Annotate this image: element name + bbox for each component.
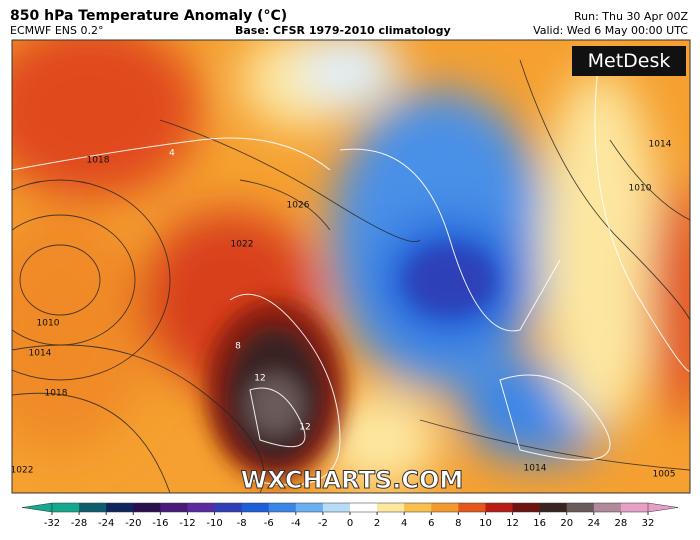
contour-label: 8 [235, 342, 241, 352]
logo: MetDesk [588, 50, 671, 72]
colorbar-tick-label: 4 [401, 518, 407, 529]
colorbar-tick-label: -16 [152, 518, 168, 529]
colorbar-segment [377, 503, 405, 512]
colorbar-tick-label: 0 [347, 518, 353, 529]
colorbar-segment [620, 503, 649, 512]
watermark: WXCHARTS.COM [241, 466, 463, 494]
colorbar-tick-label: 8 [455, 518, 461, 529]
title: 850 hPa Temperature Anomaly (°C) [10, 8, 287, 24]
valid: Valid: Wed 6 May 00:00 UTC [533, 24, 688, 37]
colorbar-tick-label: 10 [479, 518, 492, 529]
run: Run: Thu 30 Apr 00Z [574, 10, 688, 23]
base: Base: CFSR 1979-2010 climatology [235, 24, 451, 37]
colorbar-tick-label: 6 [428, 518, 434, 529]
contour-label: 1022 [11, 466, 34, 476]
colorbar-segment [268, 503, 297, 512]
contour-label: 1010 [37, 319, 60, 329]
colorbar-segment [214, 503, 243, 512]
logo-box [572, 46, 686, 76]
colorbar-segment [512, 503, 541, 512]
colorbar-tick-label: -20 [125, 518, 141, 529]
colorbar-segment [593, 503, 622, 512]
contour-label: 1018 [45, 389, 68, 399]
colorbar-segment [241, 503, 270, 512]
map-frame [11, 39, 691, 494]
colorbar-tick-label: 28 [615, 518, 628, 529]
colorbar-tick-label: -4 [291, 518, 301, 529]
colorbar-segment [295, 503, 324, 512]
colorbar-segment [404, 503, 432, 512]
colorbar-tick-label: -6 [264, 518, 274, 529]
contour-label: 1005 [653, 470, 676, 480]
contour-label: 1026 [287, 201, 310, 211]
colorbar-segment [350, 503, 378, 512]
colorbar-tick-label: 2 [374, 518, 380, 529]
colorbar-tick-label: -8 [237, 518, 247, 529]
colorbar-segment [539, 503, 568, 512]
colorbar-segment [566, 503, 595, 512]
contour-label: 1010 [629, 184, 652, 194]
map-field [12, 40, 690, 493]
contour-label: 1018 [87, 156, 110, 166]
colorbar-end [21, 502, 53, 513]
colorbar-segment [322, 503, 351, 512]
colorbar-tick-label: 20 [560, 518, 573, 529]
colorbar-segment [133, 503, 161, 512]
colorbar-segment [431, 503, 459, 512]
colorbar-segment [52, 503, 80, 512]
colorbar-tick-label: 32 [642, 518, 655, 529]
contour-label: 12 [254, 374, 265, 384]
model: ECMWF ENS 0.2° [10, 24, 103, 37]
colorbar-tick-label: -24 [98, 518, 114, 529]
colorbar-segment [79, 503, 107, 512]
colorbar-segment [485, 503, 514, 512]
contour-label: 1022 [231, 240, 254, 250]
contour-label: 1014 [29, 349, 52, 359]
contour-label: 12 [299, 423, 310, 433]
colorbar-tick-label: -2 [318, 518, 328, 529]
contour-label: 1014 [649, 140, 672, 150]
colorbar-tick-label: -10 [206, 518, 222, 529]
colorbar-tick-label: 12 [506, 518, 519, 529]
colorbar-tick-label: 16 [533, 518, 546, 529]
colorbar-end [647, 502, 679, 513]
contour-label: 1014 [524, 464, 547, 474]
colorbar-tick-label: -32 [44, 518, 60, 529]
colorbar-tick-label: -28 [71, 518, 87, 529]
contour-label: 4 [169, 149, 175, 159]
colorbar-tick-label: 24 [587, 518, 600, 529]
colorbar-tick-label: -12 [179, 518, 195, 529]
colorbar-segment [160, 503, 188, 512]
colorbar-segment [458, 503, 486, 512]
colorbar-segment [187, 503, 216, 512]
colorbar-segment [106, 503, 134, 512]
